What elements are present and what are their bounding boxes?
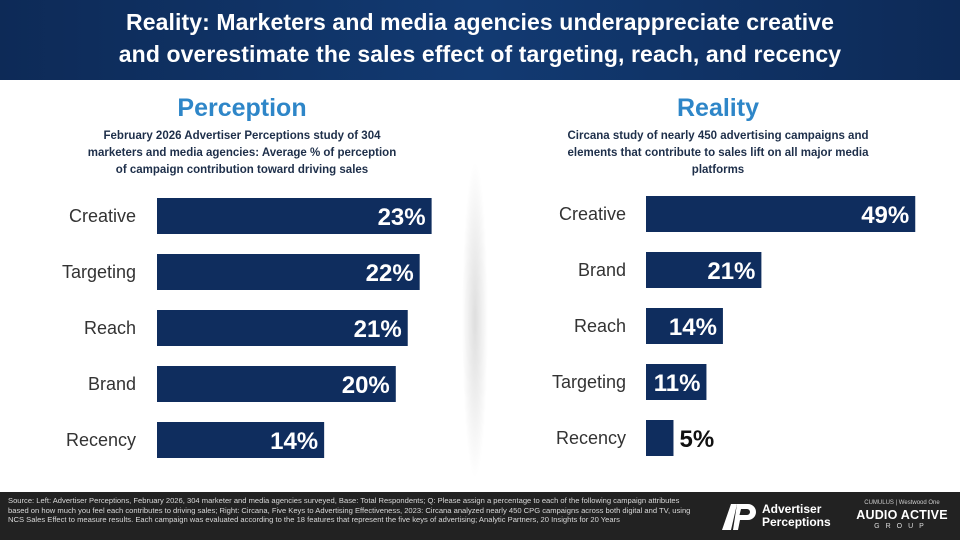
audio-active-group-logo: CUMULUS | Westwood One AUDIO ACTIVE GROU… (850, 498, 954, 538)
footer-bar: Source: Left: Advertiser Perceptions, Fe… (0, 492, 960, 540)
reality-title: Reality (677, 94, 759, 122)
advertiser-perceptions-logo: Advertiser Perceptions (722, 502, 852, 532)
perception-title: Perception (177, 94, 307, 122)
perception-subtitle: February 2026 Advertiser Perceptions stu… (32, 128, 452, 179)
value-label: 20% (342, 372, 390, 399)
category-label: Targeting (552, 372, 626, 392)
aag-logo-main: AUDIO ACTIVE (856, 508, 948, 522)
ap-logo-word-1: Advertiser (762, 502, 822, 516)
headline-line-2: and overestimate the sales effect of tar… (118, 41, 842, 67)
bar (157, 310, 408, 346)
value-label: 49% (861, 202, 909, 229)
bar (646, 420, 674, 456)
reality-subtitle-line: platforms (691, 164, 745, 176)
value-label: 23% (378, 204, 426, 231)
reality-subtitle-line: elements that contribute to sales lift o… (567, 147, 869, 159)
category-label: Reach (84, 318, 136, 338)
category-label: Recency (556, 428, 626, 448)
bar (646, 196, 916, 232)
category-label: Brand (578, 260, 626, 280)
perception-bar-chart: Creative 23% Targeting 22% Reach 21% Brand 20% R… (62, 198, 432, 458)
bar (157, 422, 325, 458)
value-label: 21% (354, 316, 402, 343)
perception-subtitle-line: marketers and media agencies: Average % … (87, 147, 397, 159)
reality-bar-chart: Creative 49% Brand 21% Reach 14% Targeting 11% R… (552, 196, 916, 456)
aag-logo-top: CUMULUS | Westwood One (864, 500, 940, 506)
panel-divider (462, 160, 488, 480)
value-label: 21% (707, 258, 755, 285)
value-label: 14% (669, 314, 717, 341)
value-label: 14% (270, 428, 318, 455)
bar (646, 252, 762, 288)
bar (157, 366, 396, 402)
category-label: Creative (69, 206, 136, 226)
bar (646, 308, 723, 344)
title-banner: Reality: Marketers and media agencies un… (0, 0, 960, 80)
headline-line-1: Reality: Marketers and media agencies un… (125, 9, 834, 35)
reality-subtitle: Circana study of nearly 450 advertising … (508, 128, 928, 179)
reality-subtitle-line: Circana study of nearly 450 advertising … (567, 130, 869, 142)
aag-logo-sub: GROUP (874, 523, 930, 530)
value-label: 11% (654, 370, 701, 397)
perception-subtitle-line: February 2026 Advertiser Perceptions stu… (103, 130, 381, 142)
category-label: Reach (574, 316, 626, 336)
category-label: Recency (66, 430, 136, 450)
bar (157, 254, 420, 290)
bar (157, 198, 432, 234)
category-label: Brand (88, 374, 136, 394)
category-label: Targeting (62, 262, 136, 282)
ap-logo-icon (722, 504, 756, 530)
source-note: Source: Left: Advertiser Perceptions, Fe… (8, 496, 691, 525)
bar (646, 364, 707, 400)
ap-logo-word-2: Perceptions (762, 515, 831, 529)
perception-subtitle-line: of campaign contribution toward driving … (115, 164, 369, 176)
category-label: Creative (559, 204, 626, 224)
value-label: 22% (366, 260, 414, 287)
value-label: 5% (679, 426, 714, 453)
